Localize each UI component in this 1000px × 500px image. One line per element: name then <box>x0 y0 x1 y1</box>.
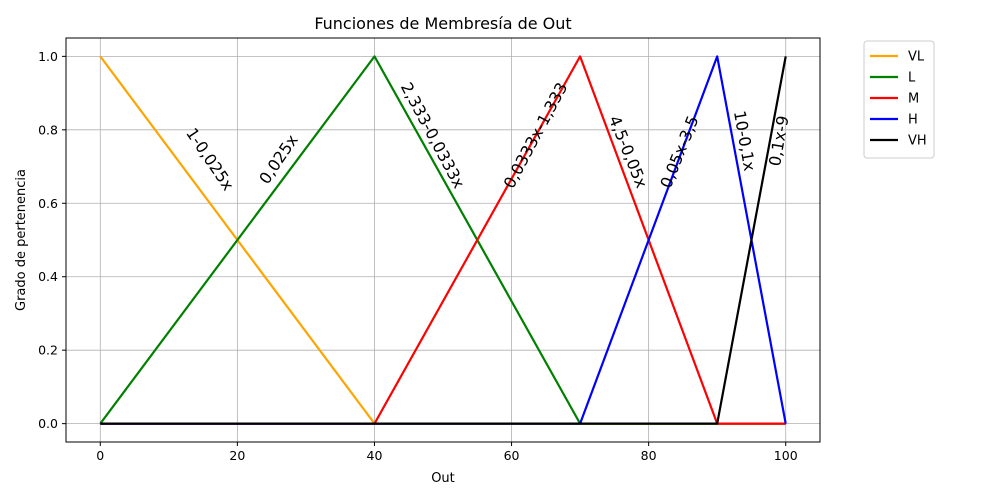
x-tick-label: 80 <box>641 448 657 463</box>
legend-label: VH <box>908 134 927 149</box>
x-tick-label: 100 <box>774 448 798 463</box>
legend-box <box>863 40 935 159</box>
legend-label: VL <box>908 50 925 65</box>
y-axis-title: Grado de pertenencia <box>14 169 29 311</box>
x-tick-label: 0 <box>96 448 104 463</box>
x-tick-label: 40 <box>367 448 383 463</box>
y-tick-label: 0.6 <box>38 196 58 211</box>
legend-label: H <box>908 113 918 128</box>
legend-label: L <box>908 71 916 86</box>
ticks: 0 20 40 60 80 100 0.0 0.2 0.4 0.6 0.8 1.0 <box>38 49 798 463</box>
y-tick-label: 0.8 <box>38 122 58 137</box>
legend: VL LMH VH <box>863 40 935 159</box>
chart-title: Funciones de Membresía de Out <box>314 14 571 33</box>
axes-frame <box>65 37 821 443</box>
series-lines <box>99 55 787 425</box>
y-tick-label: 0.2 <box>38 343 58 358</box>
y-tick-label: 0.4 <box>38 269 58 284</box>
y-tick-label: 0.0 <box>38 416 58 431</box>
x-axis-title: Out <box>431 471 455 486</box>
legend-label: M <box>908 92 919 107</box>
x-tick-label: 20 <box>229 448 245 463</box>
series-line-vh <box>100 56 787 425</box>
x-tick-label: 60 <box>504 448 520 463</box>
y-tick-label: 1.0 <box>38 49 58 64</box>
